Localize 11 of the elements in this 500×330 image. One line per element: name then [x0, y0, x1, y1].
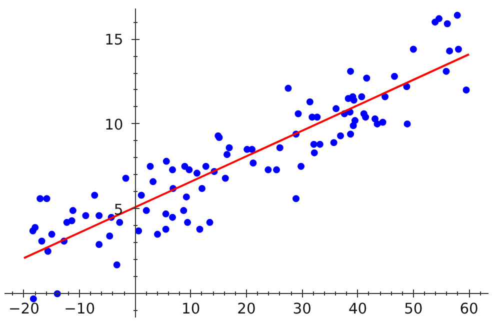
- x-tick-label: −10: [64, 300, 96, 318]
- x-tick-label: 60: [460, 300, 478, 318]
- x-tick-label: 30: [292, 300, 312, 318]
- x-tick-label: 20: [237, 300, 256, 318]
- x-tick-label: 10: [182, 300, 200, 318]
- x-tick-label: 40: [348, 300, 368, 318]
- x-tick-label: 50: [404, 300, 423, 318]
- y-tick-label: 5: [114, 201, 124, 218]
- y-tick-label: 10: [104, 116, 124, 134]
- y-tick-label: 15: [104, 32, 124, 49]
- x-tick-label: −20: [8, 300, 40, 318]
